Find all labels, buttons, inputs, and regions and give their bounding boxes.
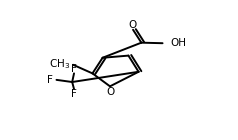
- Text: CH$_3$: CH$_3$: [49, 58, 70, 71]
- Text: F: F: [47, 75, 52, 85]
- Text: F: F: [71, 64, 77, 74]
- Text: O: O: [128, 20, 137, 30]
- Text: F: F: [71, 89, 77, 99]
- Text: O: O: [106, 87, 115, 97]
- Text: OH: OH: [170, 38, 186, 48]
